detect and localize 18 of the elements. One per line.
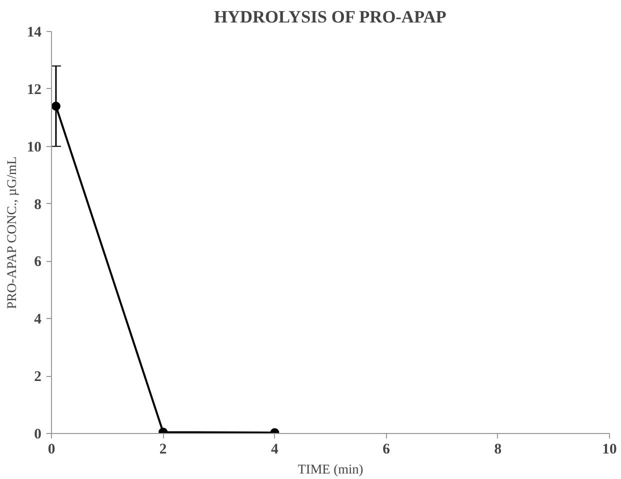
y-tick-label: 14 xyxy=(26,24,42,40)
x-tick-label: 6 xyxy=(382,442,390,458)
x-tick-label: 2 xyxy=(159,442,167,458)
point xyxy=(52,102,60,111)
chart-title: HYDROLYSIS OF PRO-APAP xyxy=(214,8,447,26)
y-tick-label: 0 xyxy=(34,426,42,442)
x-tick-label: 0 xyxy=(48,442,56,458)
y-axis-title: PRO-APAP CONC., µG/mL xyxy=(4,156,19,310)
x-tick-label: 8 xyxy=(494,442,502,458)
x-tick-label: 4 xyxy=(271,442,280,458)
y-tick-label: 12 xyxy=(26,82,42,98)
x-axis-title: TIME (min) xyxy=(298,462,364,476)
y-tick-label: 8 xyxy=(34,196,42,213)
x-tick-label: 10 xyxy=(602,442,617,458)
y-tick-label: 10 xyxy=(26,139,42,156)
y-tick-label: 4 xyxy=(34,312,42,328)
y-tick-label: 2 xyxy=(34,369,42,386)
y-tick-label: 6 xyxy=(34,254,42,270)
